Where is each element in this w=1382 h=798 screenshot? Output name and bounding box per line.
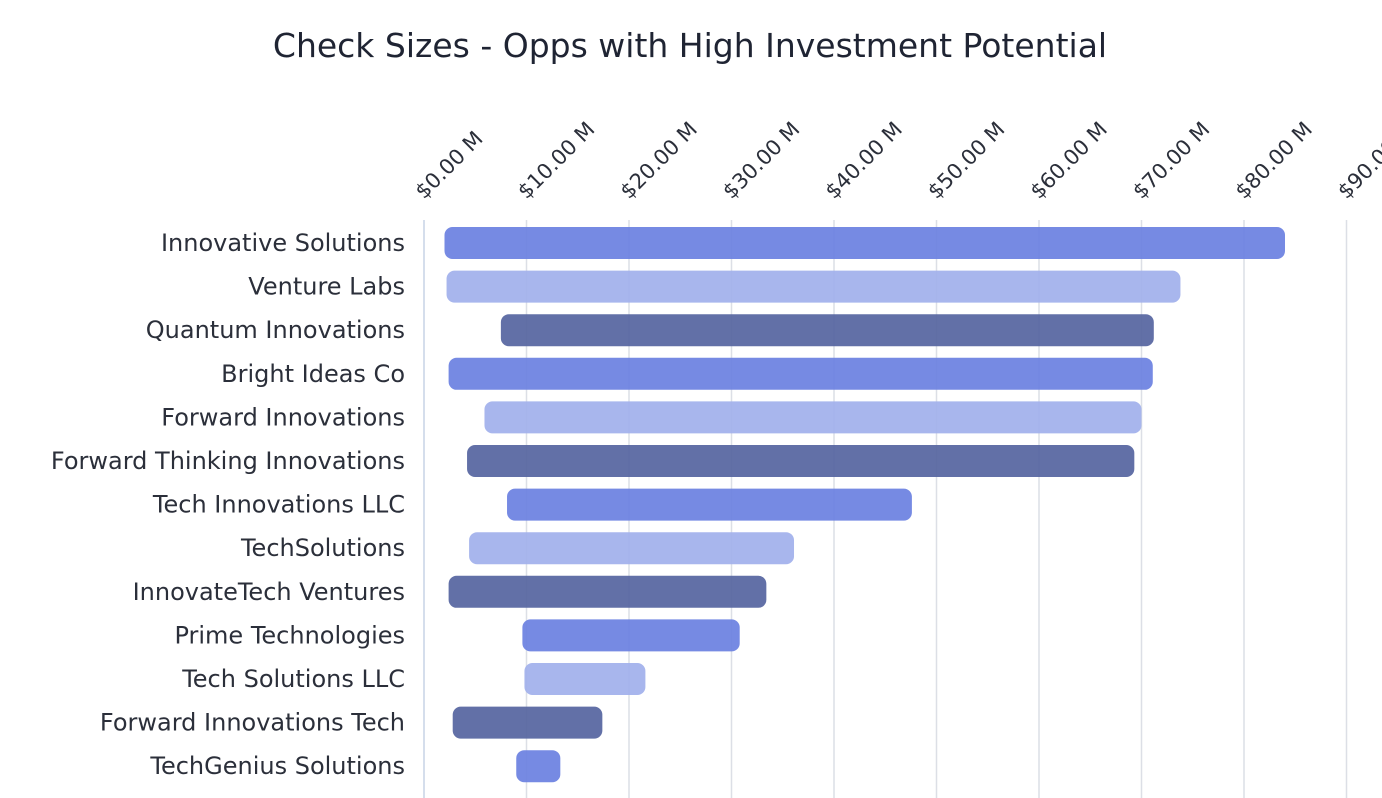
x-tick-label: $50.00 M	[923, 117, 1009, 203]
category-label: Forward Thinking Innovations	[51, 447, 405, 475]
x-tick-label: $20.00 M	[616, 117, 702, 203]
category-label: Bright Ideas Co	[221, 360, 405, 388]
category-label: Quantum Innovations	[146, 316, 405, 344]
bar[interactable]	[516, 750, 561, 783]
category-label: TechSolutions	[240, 534, 405, 562]
bar[interactable]	[444, 227, 1286, 259]
bar[interactable]	[467, 445, 1135, 477]
x-tick-label: $90.00 M	[1333, 117, 1382, 203]
bar[interactable]	[522, 619, 740, 652]
bar[interactable]	[452, 706, 603, 739]
x-axis-ticks: $0.00 M $10.00 M $20.00 M $30.00 M $40.00 M $…	[411, 117, 1382, 203]
category-label: Innovative Solutions	[161, 229, 405, 257]
category-label: Forward Innovations	[161, 403, 405, 431]
category-label: Tech Solutions LLC	[181, 665, 405, 693]
bar[interactable]	[484, 401, 1142, 434]
category-label: Prime Technologies	[174, 621, 405, 649]
x-tick-label: $80.00 M	[1231, 117, 1317, 203]
category-label: Venture Labs	[248, 273, 405, 301]
x-tick-label: $30.00 M	[718, 117, 804, 203]
chart-title: Check Sizes - Opps with High Investment …	[273, 26, 1107, 65]
bar[interactable]	[469, 532, 795, 565]
category-label: TechGenius Solutions	[149, 752, 405, 780]
bar[interactable]	[524, 663, 646, 695]
category-label: Forward Innovations Tech	[100, 709, 405, 737]
category-label: InnovateTech Ventures	[133, 578, 405, 606]
bar[interactable]	[448, 357, 1153, 390]
x-tick-label: $40.00 M	[821, 117, 907, 203]
bar[interactable]	[507, 488, 912, 521]
bar[interactable]	[448, 575, 767, 608]
bars	[444, 227, 1286, 783]
x-tick-label: $70.00 M	[1128, 117, 1214, 203]
x-tick-label: $10.00 M	[513, 117, 599, 203]
bar[interactable]	[446, 270, 1181, 303]
bar[interactable]	[500, 314, 1154, 347]
category-labels: Innovative Solutions Venture Labs Quantum …	[51, 229, 405, 780]
category-label: Tech Innovations LLC	[152, 491, 405, 519]
x-tick-label: $60.00 M	[1026, 117, 1112, 203]
x-tick-label: $0.00 M	[411, 127, 488, 204]
